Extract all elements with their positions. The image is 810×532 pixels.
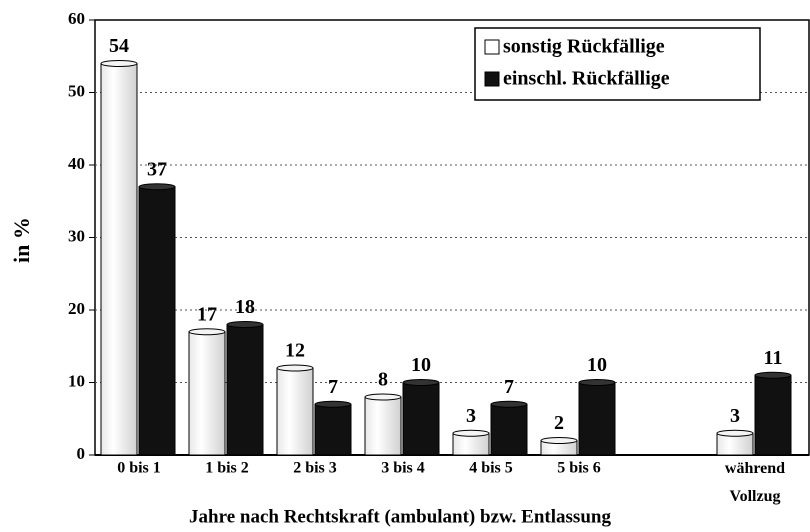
value-label: 54 — [109, 35, 129, 57]
legend-label: einschl. Rückfällige — [503, 68, 670, 90]
x-tick-label: 0 bis 1 — [117, 460, 161, 477]
bar — [578, 382, 616, 456]
bar-top — [578, 379, 616, 386]
bar-top — [276, 364, 314, 372]
x-tick-label: 2 bis 3 — [293, 460, 337, 477]
y-tick-label: 50 — [68, 81, 85, 100]
legend: sonstig Rückfällige einschl. Rückfällige — [474, 27, 761, 101]
bar-top — [452, 429, 490, 437]
bar — [490, 403, 528, 456]
value-label: 8 — [378, 369, 388, 391]
bar — [138, 186, 176, 456]
value-label: 11 — [764, 347, 783, 369]
value-label: 10 — [411, 354, 431, 376]
value-label: 2 — [554, 412, 564, 434]
bar-top — [754, 371, 792, 379]
value-label: 18 — [235, 296, 255, 318]
legend-label: sonstig Rückfällige — [503, 36, 665, 58]
y-tick-label: 20 — [68, 299, 85, 318]
y-tick-label: 40 — [68, 154, 85, 173]
y-tick-label: 30 — [68, 226, 85, 245]
bar-top — [364, 393, 402, 401]
bar-top — [716, 429, 754, 437]
value-label: 12 — [285, 340, 305, 362]
bar — [188, 331, 226, 456]
y-tick-label: 10 — [68, 371, 85, 390]
bar — [100, 63, 138, 456]
bar-top — [226, 321, 264, 328]
bar — [754, 374, 792, 456]
legend-swatch — [484, 39, 500, 55]
bar — [364, 396, 402, 456]
bar-top — [314, 400, 352, 408]
x-tick-label: während Vollzug — [725, 460, 785, 505]
bar — [276, 367, 314, 456]
bar-top — [490, 400, 528, 408]
x-tick-label: 1 bis 2 — [205, 460, 249, 477]
y-axis-label: in % — [9, 217, 34, 263]
bar — [314, 403, 352, 456]
x-tick-label: 5 bis 6 — [557, 460, 601, 477]
x-tick-label: 4 bis 5 — [469, 460, 513, 477]
value-label: 37 — [147, 158, 167, 180]
y-tick-label: 0 — [77, 444, 86, 463]
x-tick-label: 3 bis 4 — [381, 460, 425, 477]
legend-box — [474, 27, 761, 101]
bar-top — [138, 183, 176, 191]
legend-swatch — [484, 71, 500, 87]
value-label: 17 — [197, 303, 217, 325]
value-label: 3 — [466, 405, 476, 427]
bar-top — [100, 60, 138, 67]
bar — [226, 324, 264, 456]
value-label: 7 — [504, 376, 514, 398]
y-tick-label: 60 — [68, 9, 85, 28]
value-label: 10 — [587, 354, 607, 376]
bar-top — [188, 328, 226, 336]
bar-top — [540, 437, 578, 444]
bar-top — [402, 379, 440, 386]
value-label: 3 — [730, 405, 740, 427]
value-label: 7 — [328, 376, 338, 398]
bar — [402, 382, 440, 456]
x-axis-label: Jahre nach Rechtskraft (ambulant) bzw. E… — [189, 506, 611, 527]
